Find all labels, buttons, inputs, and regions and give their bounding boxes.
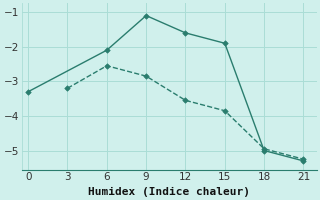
X-axis label: Humidex (Indice chaleur): Humidex (Indice chaleur) [88, 186, 250, 197]
